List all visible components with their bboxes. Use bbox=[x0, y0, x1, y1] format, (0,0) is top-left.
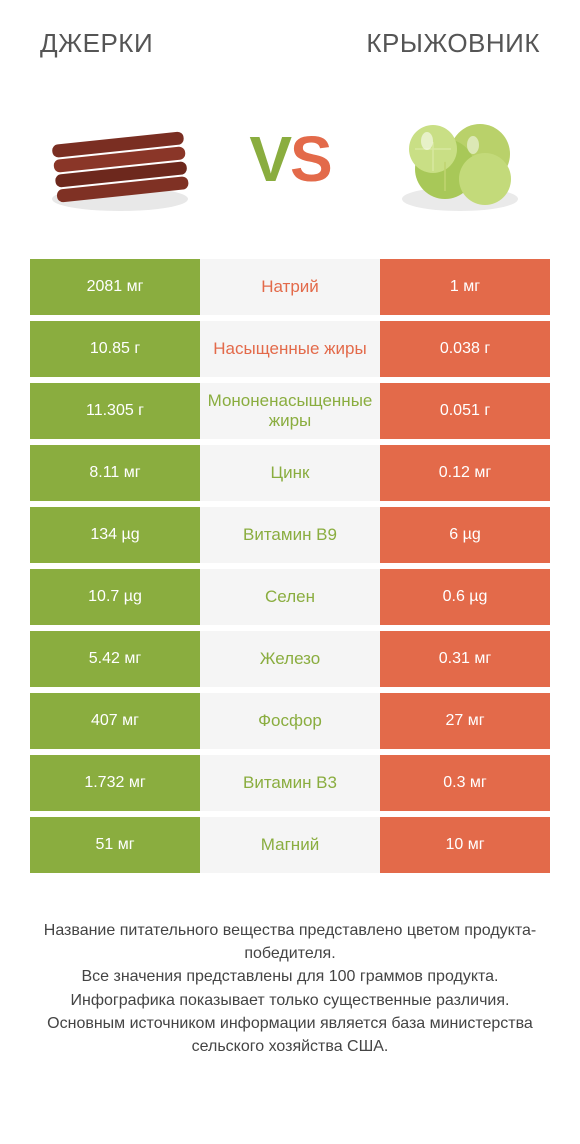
comparison-table: 2081 мгНатрий1 мг10.85 гНасыщенные жиры0… bbox=[0, 259, 580, 873]
table-row: 11.305 гМононенасыщенные жиры0.051 г bbox=[30, 383, 550, 439]
right-value: 6 µg bbox=[380, 507, 550, 563]
left-value: 5.42 мг bbox=[30, 631, 200, 687]
right-value: 0.12 мг bbox=[380, 445, 550, 501]
footer-line-1: Название питательного вещества представл… bbox=[30, 919, 550, 965]
left-value: 2081 мг bbox=[30, 259, 200, 315]
left-product-title: ДЖЕРКИ bbox=[40, 28, 153, 59]
footer-note: Название питательного вещества представл… bbox=[0, 879, 580, 1078]
left-value: 1.732 мг bbox=[30, 755, 200, 811]
left-product-image bbox=[40, 99, 200, 219]
right-value: 0.3 мг bbox=[380, 755, 550, 811]
right-value: 0.31 мг bbox=[380, 631, 550, 687]
table-row: 10.85 гНасыщенные жиры0.038 г bbox=[30, 321, 550, 377]
nutrient-label: Витамин B9 bbox=[200, 507, 380, 563]
footer-line-3: Инфографика показывает только существенн… bbox=[30, 989, 550, 1012]
right-product-title: КРЫЖОВНИК bbox=[366, 28, 540, 59]
right-value: 1 мг bbox=[380, 259, 550, 315]
footer-line-4: Основным источником информации является … bbox=[30, 1012, 550, 1058]
left-value: 8.11 мг bbox=[30, 445, 200, 501]
table-row: 51 мгМагний10 мг bbox=[30, 817, 550, 873]
right-value: 0.051 г bbox=[380, 383, 550, 439]
vs-row: VS bbox=[0, 69, 580, 259]
nutrient-label: Мононенасыщенные жиры bbox=[200, 383, 380, 439]
left-value: 51 мг bbox=[30, 817, 200, 873]
gooseberry-icon bbox=[385, 99, 535, 219]
jerky-icon bbox=[40, 104, 200, 214]
vs-label: VS bbox=[249, 122, 330, 196]
left-value: 134 µg bbox=[30, 507, 200, 563]
right-value: 0.038 г bbox=[380, 321, 550, 377]
footer-line-2: Все значения представлены для 100 граммо… bbox=[30, 965, 550, 988]
header: ДЖЕРКИ КРЫЖОВНИК bbox=[0, 0, 580, 69]
left-value: 407 мг bbox=[30, 693, 200, 749]
nutrient-label: Витамин B3 bbox=[200, 755, 380, 811]
nutrient-label: Насыщенные жиры bbox=[200, 321, 380, 377]
nutrient-label: Железо bbox=[200, 631, 380, 687]
right-product-image bbox=[380, 99, 540, 219]
table-row: 134 µgВитамин B96 µg bbox=[30, 507, 550, 563]
right-value: 27 мг bbox=[380, 693, 550, 749]
vs-letter-s: S bbox=[290, 123, 331, 195]
left-value: 10.7 µg bbox=[30, 569, 200, 625]
right-value: 0.6 µg bbox=[380, 569, 550, 625]
table-row: 1.732 мгВитамин B30.3 мг bbox=[30, 755, 550, 811]
nutrient-label: Цинк bbox=[200, 445, 380, 501]
nutrient-label: Натрий bbox=[200, 259, 380, 315]
table-row: 2081 мгНатрий1 мг bbox=[30, 259, 550, 315]
left-value: 11.305 г bbox=[30, 383, 200, 439]
left-value: 10.85 г bbox=[30, 321, 200, 377]
table-row: 10.7 µgСелен0.6 µg bbox=[30, 569, 550, 625]
vs-letter-v: V bbox=[249, 123, 290, 195]
nutrient-label: Селен bbox=[200, 569, 380, 625]
nutrient-label: Фосфор bbox=[200, 693, 380, 749]
table-row: 8.11 мгЦинк0.12 мг bbox=[30, 445, 550, 501]
table-row: 5.42 мгЖелезо0.31 мг bbox=[30, 631, 550, 687]
right-value: 10 мг bbox=[380, 817, 550, 873]
nutrient-label: Магний bbox=[200, 817, 380, 873]
table-row: 407 мгФосфор27 мг bbox=[30, 693, 550, 749]
